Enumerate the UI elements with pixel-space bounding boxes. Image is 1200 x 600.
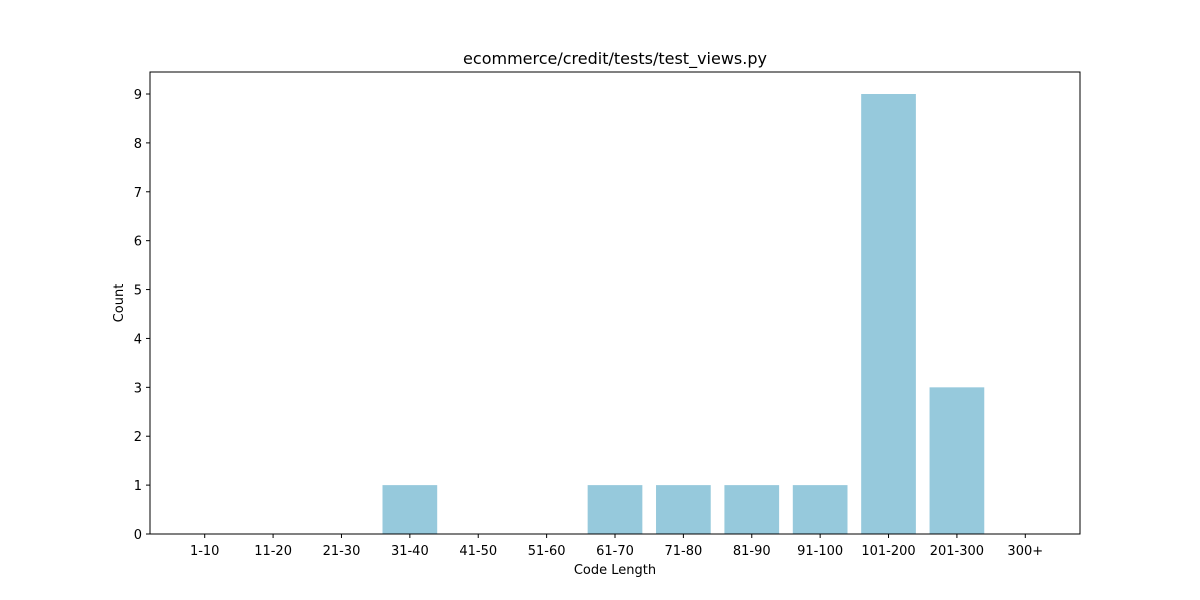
x-tick-label: 300+	[1007, 544, 1043, 559]
x-tick-label: 11-20	[254, 544, 292, 559]
x-tick-label: 31-40	[391, 544, 429, 559]
x-tick-label: 71-80	[664, 544, 702, 559]
y-tick-label: 8	[134, 137, 142, 152]
y-tick-label: 6	[134, 235, 142, 250]
x-tick-label: 41-50	[459, 544, 497, 559]
chart-title: ecommerce/credit/tests/test_views.py	[463, 49, 767, 69]
y-tick-label: 1	[134, 479, 142, 494]
y-tick-label: 0	[134, 528, 142, 543]
bar-61-70	[587, 485, 643, 534]
x-tick-label: 51-60	[528, 544, 566, 559]
bar-31-40	[382, 485, 438, 534]
y-tick-label: 5	[134, 284, 142, 299]
x-tick-label: 1-10	[190, 544, 220, 559]
bar-81-90	[724, 485, 780, 534]
x-tick-label: 201-300	[930, 544, 984, 559]
y-tick-label: 2	[134, 430, 142, 445]
bar-201-300	[929, 387, 985, 534]
y-tick-label: 4	[134, 332, 142, 347]
y-axis-title: Count	[112, 284, 127, 323]
x-axis-title: Code Length	[574, 563, 656, 578]
bar-101-200	[861, 94, 916, 534]
bar-91-100	[792, 485, 848, 534]
x-tick-label: 61-70	[596, 544, 634, 559]
x-tick-label: 101-200	[861, 544, 915, 559]
x-tick-label: 91-100	[797, 544, 843, 559]
x-tick-label: 81-90	[733, 544, 771, 559]
y-axis: 0 1 2 3 4 5 6 7 8 9	[134, 88, 150, 543]
y-tick-label: 7	[134, 186, 142, 201]
y-tick-label: 9	[134, 88, 142, 103]
x-tick-label: 21-30	[323, 544, 361, 559]
x-axis: 1-10 11-20 21-30 31-40 41-50 51-60 61-70 71-80 8…	[190, 534, 1043, 559]
y-tick-label: 3	[134, 381, 142, 396]
bar-71-80	[656, 485, 711, 534]
bars	[382, 94, 985, 534]
